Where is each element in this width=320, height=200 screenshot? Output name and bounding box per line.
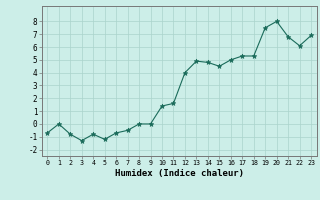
X-axis label: Humidex (Indice chaleur): Humidex (Indice chaleur) xyxy=(115,169,244,178)
